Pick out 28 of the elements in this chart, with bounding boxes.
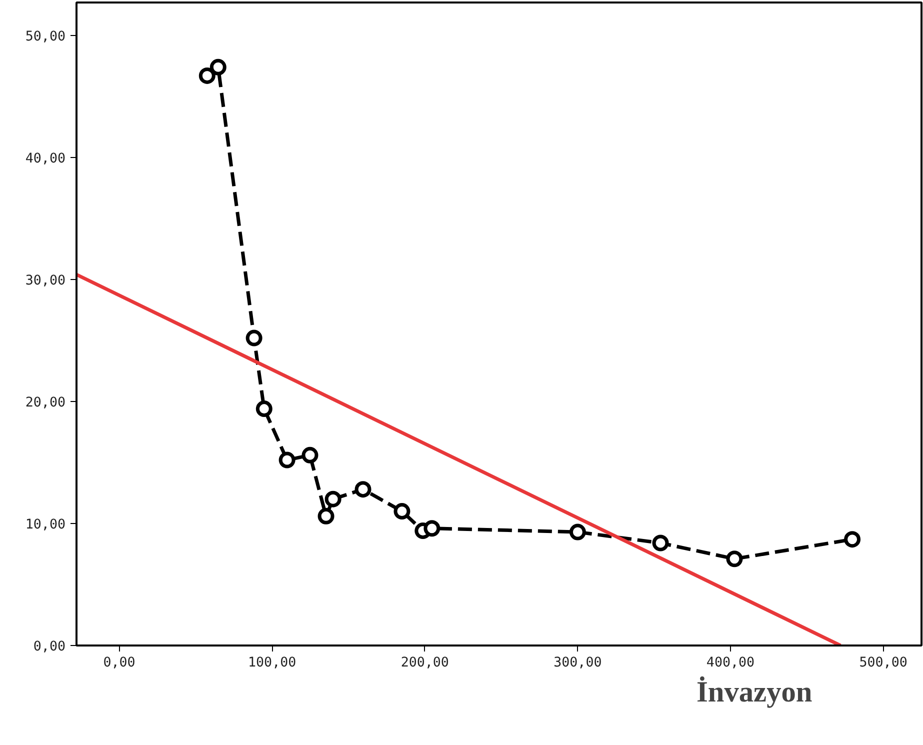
point [569,524,586,540]
point [256,400,272,418]
point [210,58,226,76]
point [424,520,440,537]
y-tick-label: 30,00 [25,273,66,288]
point [726,550,743,568]
y-tick-label: 50,00 [25,29,66,44]
y-tick-label: 20,00 [25,395,66,410]
point [302,446,318,464]
point [278,452,296,468]
point [246,330,262,346]
y-tick-label: 10,00 [25,517,66,532]
x-tick-label: 400,00 [706,656,755,670]
x-tick-label: 200,00 [400,656,449,670]
point [844,531,861,548]
point [652,534,669,552]
x-axis-title: İnvazyon [696,676,812,708]
x-tick-label: 100,00 [248,656,296,670]
y-tick-label: 40,00 [25,151,66,166]
x-tick-label: 0,00 [103,656,136,670]
point [324,490,342,508]
x-tick-label: 300,00 [554,656,602,670]
point [394,503,410,520]
y-tick-label: 0,00 [33,640,66,654]
point [318,508,334,524]
point [198,67,216,84]
x-tick-label: 500,00 [859,656,908,670]
point [354,481,372,498]
